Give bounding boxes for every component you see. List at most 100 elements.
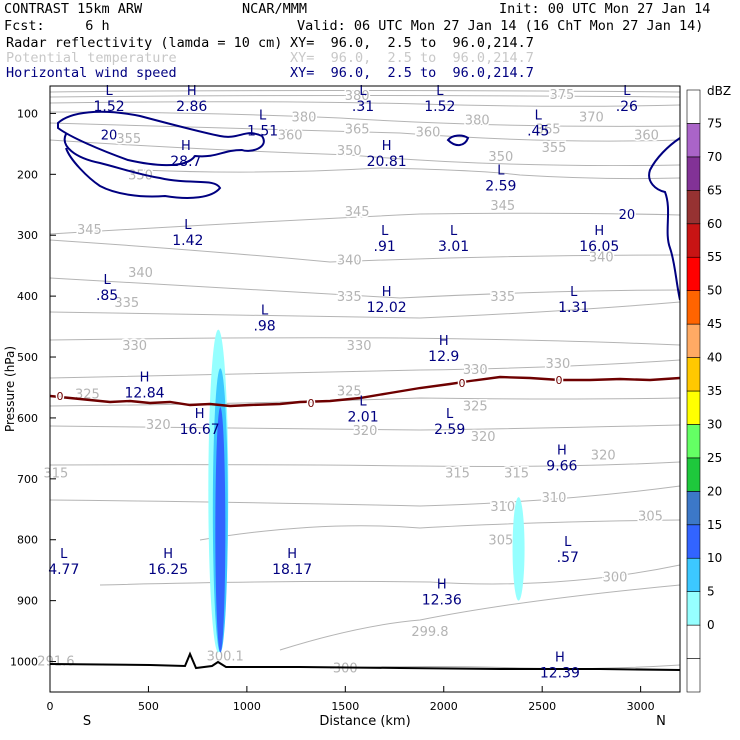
y-tick-label: 200	[17, 168, 38, 181]
x-tick-label: 1500	[331, 700, 359, 713]
extremum-value: .91	[374, 239, 396, 255]
extremum-type: L	[359, 395, 367, 410]
colorbar-tick-label: 60	[707, 217, 722, 231]
theta-label: 345	[77, 223, 102, 238]
extremum-value: .85	[96, 288, 118, 304]
theta-label: 330	[546, 357, 571, 372]
colorbar-swatch	[686, 591, 701, 626]
colorbar-tick-label: 65	[707, 183, 722, 197]
theta-label: 335	[490, 290, 515, 305]
y-tick-label: 1000	[10, 656, 38, 669]
extremum-type: H	[140, 370, 150, 385]
colorbar-swatch	[686, 390, 701, 425]
colorbar-tick-label: 30	[707, 417, 722, 431]
reflectivity-cell-5dbz	[512, 497, 525, 601]
zero-line-label: 0	[459, 377, 466, 390]
extremum-type: H	[382, 285, 392, 300]
extremum-type: H	[181, 139, 191, 154]
colorbar-swatch	[686, 223, 701, 258]
field-theta-xy: XY= 96.0, 2.5 to 96.0,214.7	[290, 50, 534, 66]
theta-label: 350	[337, 144, 362, 159]
theta-label: 315	[445, 467, 470, 482]
y-tick-label: 600	[17, 412, 38, 425]
colorbar-swatch	[686, 557, 701, 592]
model-title: CONTRAST 15km ARW	[4, 1, 143, 17]
extremum-type: H	[195, 407, 205, 422]
extremum-value: 12.36	[422, 592, 462, 608]
theta-label: 305	[488, 534, 513, 549]
colorbar-swatch	[686, 256, 701, 291]
extremum-type: L	[535, 108, 543, 123]
extremum-type: H	[163, 547, 173, 562]
zero-line-label: 0	[556, 374, 563, 387]
x-tick-label: 500	[138, 700, 159, 713]
theta-label: 380	[345, 89, 370, 104]
extremum-type: L	[184, 218, 192, 233]
x-tick-label: 3000	[627, 700, 655, 713]
colorbar-swatch	[686, 658, 701, 693]
theta-label: 355	[116, 132, 141, 147]
extremum-value: .31	[352, 99, 374, 115]
theta-label: 375	[549, 88, 574, 103]
colorbar-tick-label: 40	[707, 351, 722, 365]
y-tick-label: 500	[17, 351, 38, 364]
y-tick-label: 300	[17, 229, 38, 242]
extremum-type: H	[439, 334, 449, 349]
theta-label: 370	[579, 110, 604, 125]
extremum-value: 16.25	[148, 562, 188, 578]
colorbar-tick-label: 70	[707, 150, 722, 164]
x-tick-label: 2500	[528, 700, 556, 713]
theta-label: 360	[416, 126, 441, 141]
colorbar-tick-label: 35	[707, 384, 722, 398]
extremum-value: .45	[527, 123, 549, 139]
theta-label: 355	[542, 141, 567, 156]
colorbar-tick-label: 55	[707, 250, 722, 264]
valid-time: Valid: 06 UTC Mon 27 Jan 14 (16 ChT Mon …	[297, 18, 704, 34]
extremum-value: 2.59	[434, 422, 465, 438]
theta-label: 300.1	[207, 649, 244, 664]
colorbar-tick-label: 50	[707, 284, 722, 298]
extremum-type: H	[555, 651, 565, 666]
colorbar-swatch	[686, 524, 701, 559]
extremum-value: 12.9	[428, 349, 459, 365]
colorbar: 0 5 10 15 20 25 30 35 40 45 50 55 60 65 70 75	[686, 89, 722, 693]
theta-label: 320	[471, 430, 496, 445]
x-end-label-south: S	[83, 714, 91, 729]
extremum-value: 2.59	[485, 178, 516, 194]
extremum-value: 1.52	[93, 99, 124, 115]
colorbar-tick-label: 45	[707, 317, 722, 331]
extremum-type: L	[623, 84, 631, 99]
extremum-type: H	[437, 577, 447, 592]
theta-label: 320	[353, 424, 378, 439]
theta-label: 350	[488, 150, 513, 165]
colorbar-swatch	[686, 89, 701, 124]
theta-label: 299.8	[411, 625, 448, 640]
extremum-type: H	[187, 84, 197, 99]
colorbar-swatch	[686, 323, 701, 358]
extremum-type: L	[60, 547, 68, 562]
y-tick-label: 400	[17, 290, 38, 303]
colorbar-tick-label: 5	[707, 585, 715, 599]
extremum-value: 1.52	[424, 99, 455, 115]
colorbar-swatch	[686, 357, 701, 392]
theta-label: 305	[638, 509, 663, 524]
theta-label: 380	[292, 110, 317, 125]
colorbar-swatch	[686, 290, 701, 325]
theta-label: 345	[490, 199, 515, 214]
extremum-value: 12.39	[540, 666, 580, 682]
colorbar-tick-label: 0	[707, 618, 715, 632]
colorbar-swatch	[686, 624, 701, 659]
colorbar-units: dBZ	[707, 84, 731, 98]
y-tick-label: 100	[17, 107, 38, 120]
theta-label: 330	[347, 339, 372, 354]
theta-label: 330	[122, 339, 147, 354]
theta-label: 310	[490, 500, 515, 515]
extremum-type: H	[557, 443, 567, 458]
field-theta-name: Potential temperature	[6, 50, 177, 66]
axes-layer: 0 500 1000 1500 2000 2500 30001002003004005006…	[10, 107, 655, 713]
colorbar-swatch	[686, 156, 701, 191]
theta-label: 310	[542, 491, 567, 506]
x-tick-label: 0	[47, 700, 54, 713]
theta-labels-layer: 380 380 380 375 370 365 365 360 360 360 355 355 350 3…	[36, 86, 665, 678]
y-axis-label: Pressure (hPa)	[3, 346, 17, 432]
